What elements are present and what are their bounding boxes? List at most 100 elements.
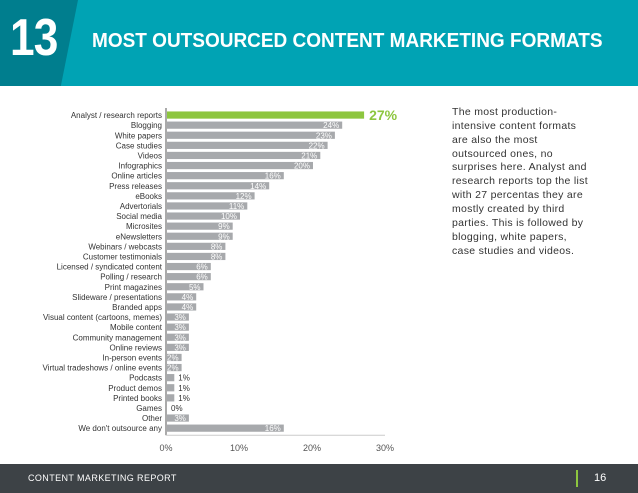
category-label: Customer testimonials (83, 252, 162, 261)
category-label: Print magazines (105, 283, 162, 292)
bar (167, 131, 335, 139)
header-banner: 13 MOST OUTSOURCED CONTENT MARKETING FOR… (0, 0, 638, 86)
chart-description: The most production-intensive content fo… (452, 106, 588, 257)
category-label: Online articles (111, 172, 162, 181)
category-label: Branded apps (112, 303, 162, 312)
category-label: Visual content (cartoons, memes) (43, 313, 162, 322)
category-label: Blogging (131, 121, 162, 130)
bar (167, 384, 175, 392)
bar (167, 141, 328, 149)
x-tick-label: 0% (159, 443, 172, 453)
value-label: 9% (218, 222, 230, 231)
value-label: 6% (196, 273, 208, 282)
bar (167, 323, 189, 331)
value-label: 5% (189, 283, 201, 292)
category-label: eBooks (135, 192, 162, 201)
footer-divider (576, 470, 578, 487)
value-label: 20% (294, 162, 310, 171)
bar (167, 424, 284, 432)
bar (167, 333, 189, 341)
category-label: Webinars / webcasts (88, 242, 162, 251)
category-label: Social media (116, 212, 162, 221)
category-label: Mobile content (110, 323, 163, 332)
bar (167, 222, 233, 230)
bar (167, 363, 182, 372)
value-label: 8% (211, 242, 223, 251)
bar (167, 293, 197, 301)
value-label: 3% (174, 333, 186, 342)
category-label: Slideware / presentations (72, 293, 162, 302)
x-tick-label: 10% (230, 443, 248, 453)
bar (167, 212, 240, 220)
value-label: 8% (211, 252, 223, 261)
bar (167, 252, 226, 261)
category-label: Microsites (126, 222, 162, 231)
category-label: eNewsletters (116, 232, 162, 241)
page-number: 16 (594, 472, 607, 484)
category-label: Videos (138, 151, 162, 160)
value-label: 3% (174, 414, 186, 423)
value-label: 1% (178, 394, 190, 403)
value-label: 3% (174, 313, 186, 322)
category-label: White papers (115, 131, 162, 140)
bar (167, 283, 204, 291)
x-tick-label: 30% (376, 443, 394, 453)
category-label: In-person events (102, 353, 162, 362)
bar (167, 343, 189, 351)
bar-chart: Analyst / research reports 27% Blogging 24%… (43, 107, 398, 453)
bar (167, 414, 189, 422)
category-label: Games (136, 404, 162, 413)
value-label: 4% (182, 293, 194, 302)
bar (167, 374, 175, 382)
value-label: 2% (167, 364, 179, 373)
category-label: Other (142, 414, 162, 423)
footer-label: CONTENT MARKETING REPORT (28, 473, 177, 483)
value-label: 3% (174, 343, 186, 352)
category-label: Virtual tradeshows / online events (43, 364, 162, 373)
bar (167, 303, 197, 311)
value-label: 4% (182, 303, 194, 312)
bar (167, 182, 270, 190)
value-label: 1% (178, 384, 190, 393)
bar (167, 394, 175, 402)
value-label: 16% (265, 424, 281, 433)
bar (167, 192, 255, 200)
value-label: 24% (323, 121, 339, 130)
bar (167, 242, 226, 250)
page-title: MOST OUTSOURCED CONTENT MARKETING FORMAT… (92, 30, 603, 52)
category-label: Infographics (118, 162, 162, 171)
value-label: 6% (196, 263, 208, 272)
bar (167, 273, 211, 281)
x-tick-label: 20% (303, 443, 321, 453)
bar (167, 353, 182, 362)
category-label: We don't outsource any (78, 424, 162, 433)
bar (167, 262, 211, 271)
value-label: 9% (218, 232, 230, 241)
value-label: 23% (316, 131, 332, 140)
value-label: 16% (265, 172, 281, 181)
bar (167, 202, 248, 210)
bar (167, 161, 313, 170)
value-label: 12% (236, 192, 252, 201)
bar (167, 111, 365, 119)
bar (167, 313, 189, 321)
category-label: Printed books (113, 394, 162, 403)
bar (167, 121, 343, 129)
value-label: 1% (178, 374, 190, 383)
value-label: 22% (309, 141, 325, 150)
section-number: 13 (10, 9, 58, 67)
category-label: Community management (73, 333, 163, 342)
value-label: 10% (221, 212, 237, 221)
category-label: Analyst / research reports (71, 111, 162, 120)
category-label: Product demos (108, 384, 162, 393)
value-label: 14% (250, 182, 266, 191)
category-label: Polling / research (100, 273, 162, 282)
bar (167, 232, 233, 240)
value-label: 11% (229, 202, 244, 211)
footer: CONTENT MARKETING REPORT 16 (0, 464, 638, 493)
category-label: Online reviews (110, 343, 162, 352)
category-label: Podcasts (129, 374, 162, 383)
value-label: 0% (171, 404, 183, 413)
category-label: Case studies (116, 141, 162, 150)
value-label: 2% (167, 353, 179, 362)
